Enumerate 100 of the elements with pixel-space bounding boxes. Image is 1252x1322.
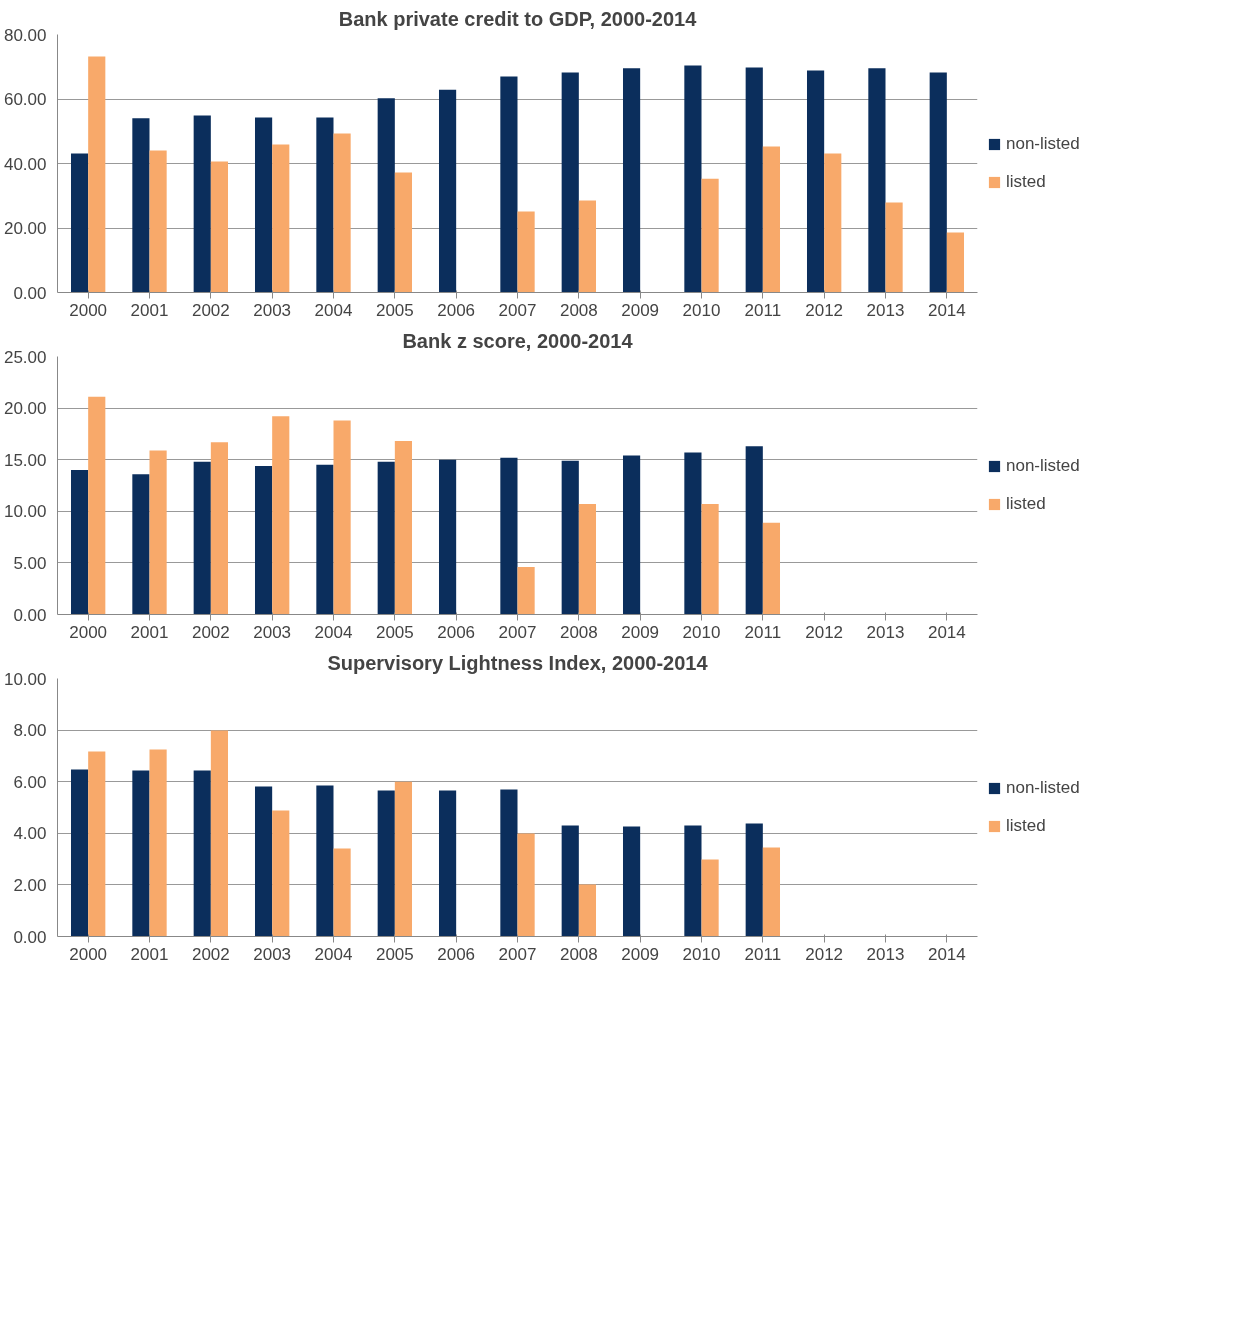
bar [88, 56, 106, 293]
bar [333, 420, 351, 615]
bar [132, 118, 150, 293]
bar [254, 465, 273, 615]
bar [149, 450, 167, 615]
x-tick-label: 2008 [559, 300, 598, 320]
x-tick-label: 2008 [559, 622, 598, 642]
x-tick-label: 2007 [498, 622, 537, 642]
x-tick-label: 2006 [437, 300, 476, 320]
x-tick-label: 2010 [682, 300, 721, 320]
bar [210, 442, 229, 615]
bar [88, 396, 106, 615]
x-tick-label: 2013 [866, 300, 905, 320]
bar [824, 153, 842, 293]
x-tick-label: 2003 [253, 622, 292, 642]
y-tick-label: 20.00 [3, 399, 47, 419]
x-tick-label: 2009 [621, 622, 660, 642]
x-tick-label: 2012 [805, 300, 844, 320]
chart-title: Bank z score, 2000-2014 [402, 329, 634, 352]
bar [745, 67, 763, 293]
bar [578, 200, 597, 293]
bar [394, 172, 413, 293]
x-tick-label: 2007 [498, 300, 537, 320]
y-tick-label: 60.00 [3, 90, 47, 109]
bar [377, 790, 395, 937]
x-tick-label: 2007 [498, 944, 537, 964]
x-tick-label: 2000 [69, 622, 108, 642]
y-tick-label: 6.00 [13, 772, 47, 792]
bar [500, 76, 518, 293]
bar [377, 98, 395, 293]
bar [762, 522, 781, 615]
bar [561, 72, 579, 293]
bar [438, 790, 457, 937]
bar [745, 823, 763, 937]
x-tick-label: 2005 [375, 622, 414, 642]
x-tick-label: 2010 [682, 622, 721, 642]
y-tick-label: 0.00 [13, 927, 47, 947]
bar [622, 455, 641, 615]
bar [254, 786, 273, 937]
bar [885, 202, 903, 293]
x-tick-label: 2013 [866, 944, 905, 964]
bar [745, 446, 763, 615]
bar [132, 770, 150, 937]
bar [684, 825, 702, 937]
bar [578, 884, 597, 937]
bar [946, 232, 965, 293]
bar [684, 452, 702, 615]
y-tick-label: 10.00 [3, 669, 47, 689]
y-tick-label: 80.00 [3, 25, 47, 45]
bar [272, 144, 290, 293]
x-tick-label: 2008 [559, 944, 598, 964]
bar [210, 730, 229, 937]
bar [438, 459, 457, 615]
x-tick-label: 2014 [927, 300, 966, 320]
y-tick-label: 2.00 [13, 875, 47, 895]
bar [500, 457, 518, 615]
x-tick-label: 2009 [621, 944, 660, 964]
bar [394, 781, 413, 937]
x-tick-label: 2003 [253, 300, 292, 320]
x-tick-label: 2002 [191, 944, 230, 964]
bar [272, 416, 290, 615]
x-tick-label: 2011 [744, 622, 782, 642]
legend-label: non-listed [1006, 134, 1080, 154]
bar [132, 474, 150, 615]
bar [316, 785, 334, 937]
bar [193, 461, 211, 615]
x-tick-label: 2014 [927, 944, 966, 964]
bar [149, 150, 167, 293]
x-tick-label: 2003 [253, 944, 292, 964]
bar [316, 117, 334, 293]
bar [929, 72, 947, 293]
bar [868, 68, 886, 293]
x-tick-label: 2009 [621, 300, 660, 320]
x-tick-label: 2002 [191, 622, 230, 642]
bar [316, 464, 334, 615]
y-tick-label: 4.00 [13, 824, 47, 844]
bar [149, 749, 167, 937]
x-tick-label: 2006 [437, 944, 476, 964]
x-tick-label: 2012 [805, 622, 844, 642]
bar [578, 504, 597, 615]
bar [438, 89, 457, 293]
bar [701, 504, 719, 615]
bar [88, 751, 106, 937]
legend-label: non-listed [1006, 456, 1080, 476]
bar [762, 146, 781, 293]
bar [254, 117, 273, 293]
y-tick-label: 0.00 [13, 283, 47, 303]
legend-label: listed [1006, 816, 1046, 836]
x-tick-label: 2001 [130, 622, 169, 642]
bar [517, 211, 535, 293]
y-tick-label: 5.00 [13, 553, 47, 573]
legend-label: listed [1006, 172, 1046, 192]
y-tick-label: 10.00 [3, 502, 47, 522]
x-tick-label: 2004 [314, 944, 353, 964]
bar [210, 161, 229, 293]
x-tick-label: 2013 [866, 622, 905, 642]
y-tick-label: 8.00 [13, 721, 47, 741]
bar [377, 461, 395, 615]
y-tick-label: 40.00 [3, 154, 47, 174]
x-tick-label: 2002 [191, 300, 230, 320]
